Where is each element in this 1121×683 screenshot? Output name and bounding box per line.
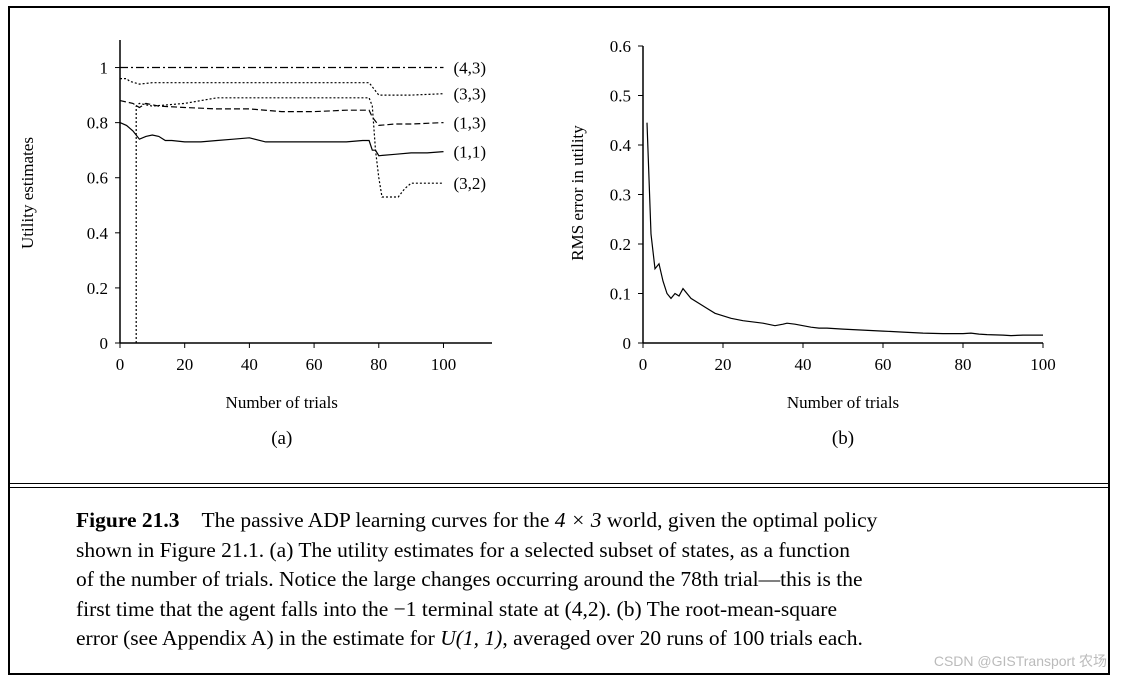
caption-text: error (see Appendix A) in the estimate f… [76, 626, 441, 650]
caption-text: world, given the optimal policy [601, 508, 878, 532]
caption-text: , averaged over 20 runs of 100 trials ea… [502, 626, 863, 650]
caption-divider [8, 483, 1110, 488]
series-label-32: (3,2) [453, 174, 486, 193]
caption-line-1: Figure 21.3 The passive ADP learning curv… [76, 506, 1051, 536]
x-tick-label-b: 100 [1030, 355, 1056, 374]
caption-math: 4 × 3 [554, 508, 602, 532]
caption-text: terminal state at (4,2). (b) The root-me… [416, 596, 838, 621]
figure-frame [8, 6, 1110, 675]
chart-utility-estimates: 0 20 40 60 80 100 0 0.2 0.4 0.6 0.8 1 Number of tria… [18, 37, 1056, 449]
y-tick-label-b: 0.1 [610, 285, 631, 304]
y-tick-label-b: 0.3 [610, 186, 631, 205]
y-tick-label-b: 0.6 [610, 37, 631, 56]
x-tick-label-b: 0 [639, 355, 648, 374]
caption-math: −1 [393, 596, 417, 621]
caption-text: first time that the agent falls into the [76, 596, 394, 621]
series-line-rms [646, 122, 1043, 337]
y-tick-label-a: 0.4 [87, 224, 109, 243]
watermark: CSDN @GISTransport 农场 [933, 653, 1107, 669]
y-tick-label-a: 0 [100, 334, 109, 353]
y-tick-label-b: 0.5 [610, 87, 631, 106]
figure-number: Figure 21.3 [76, 508, 180, 532]
x-tick-label-a: 80 [370, 355, 387, 374]
x-axis-label-b: Number of trials [787, 393, 899, 412]
panel-label-a: (a) [271, 428, 292, 449]
caption-line-3: of the number of trials. Notice the larg… [76, 567, 863, 591]
caption-line-2: shown in Figure 21.1. (a) The utility es… [76, 537, 851, 562]
series-label-33: (3,3) [453, 85, 486, 104]
x-tick-label-b: 60 [875, 355, 892, 374]
y-tick-label-a: 0.6 [87, 169, 108, 188]
y-tick-label-b: 0.4 [610, 136, 632, 155]
x-axis-label-a: Number of trials [226, 393, 338, 412]
x-tick-label-a: 40 [241, 355, 258, 374]
series-label-13: (1,3) [453, 114, 486, 133]
x-tick-label-b: 80 [955, 355, 972, 374]
figure-caption: Figure 21.3 The passive ADP learning curv… [76, 506, 1051, 654]
panel-label-b: (b) [832, 428, 854, 449]
x-tick-label-a: 20 [176, 355, 193, 374]
caption-text: The passive ADP learning curves for the [201, 508, 555, 532]
series-line-13 [119, 100, 444, 127]
y-tick-label-a: 0.2 [87, 279, 108, 298]
x-tick-label-a: 0 [116, 355, 125, 374]
y-axis-label-b: RMS error in utility [568, 125, 587, 261]
y-tick-label-b: 0 [623, 334, 632, 353]
caption-line-4: first time that the agent falls into the… [76, 595, 1051, 625]
caption-math: U(1, 1) [440, 626, 503, 650]
series-label-11: (1,1) [453, 143, 486, 162]
figure-charts: 0 20 40 60 80 100 0 0.2 0.4 0.6 0.8 1 Number of tria… [18, 37, 1056, 449]
y-tick-label-b: 0.2 [610, 235, 631, 254]
x-tick-label-b: 20 [715, 355, 732, 374]
y-tick-label-a: 0.8 [87, 114, 108, 133]
y-axis-label-a: Utility estimates [18, 137, 37, 249]
caption-line-5: error (see Appendix A) in the estimate f… [76, 624, 1051, 654]
series-label-43: (4,3) [453, 59, 486, 78]
series-line-33 [120, 77, 444, 96]
series-line-11 [119, 122, 444, 157]
y-tick-label-a: 1 [100, 59, 109, 78]
series-line-32 [135, 97, 444, 343]
x-tick-label-a: 60 [306, 355, 323, 374]
x-tick-label-a: 100 [431, 355, 457, 374]
x-tick-label-b: 40 [795, 355, 812, 374]
